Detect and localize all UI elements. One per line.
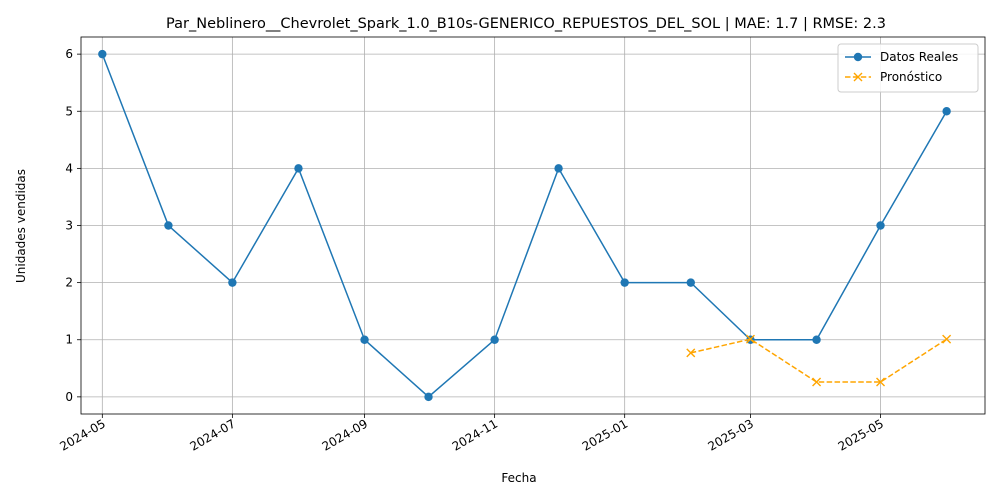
y-tick-label: 1 (65, 333, 73, 347)
y-tick-label: 5 (65, 104, 73, 118)
legend-item: Pronóstico (845, 70, 942, 84)
data-point (812, 377, 822, 387)
legend-marker (853, 52, 863, 62)
x-tick-label: 2024-07 (187, 416, 237, 453)
x-tick-label: 2024-09 (320, 416, 370, 453)
series-line (101, 53, 948, 398)
y-axis-label: Unidades vendidas (14, 169, 28, 283)
x-tick-label: 2025-01 (580, 416, 630, 453)
data-point (876, 221, 885, 230)
data-point (686, 278, 695, 287)
legend-label: Pronóstico (880, 70, 942, 84)
data-point (554, 164, 563, 173)
y-tick-label: 6 (65, 47, 73, 61)
x-tick-label: 2024-11 (450, 416, 500, 453)
chart-title: Par_Neblinero__Chevrolet_Spark_1.0_B10s-… (166, 16, 886, 32)
grid (81, 37, 985, 414)
legend-label: Datos Reales (880, 50, 958, 64)
legend-marker (853, 72, 863, 82)
data-point (812, 335, 821, 344)
series-0 (98, 49, 951, 402)
legend: Datos Reales Pronóstico (837, 43, 979, 93)
series-layer (98, 49, 952, 402)
data-point (876, 377, 886, 387)
data-point (164, 221, 173, 230)
x-tick-label: 2025-03 (706, 416, 756, 453)
y-tick-label: 4 (65, 161, 73, 175)
data-point (942, 107, 951, 116)
x-tick-label: 2025-05 (836, 416, 886, 453)
data-point (490, 335, 499, 344)
x-axis-label: Fecha (501, 471, 536, 485)
y-axis: 0 1 2 3 4 5 6 (65, 47, 81, 404)
y-tick-label: 3 (65, 219, 73, 233)
legend-item: Datos Reales (845, 50, 958, 64)
data-point (294, 164, 303, 173)
x-tick-label: 2024-05 (57, 416, 107, 453)
data-point (360, 335, 369, 344)
x-axis: 2024-05 2024-07 2024-09 2024-11 2025-01 2025-… (57, 414, 886, 454)
data-point (620, 278, 629, 287)
series-line (690, 338, 948, 383)
data-point (424, 392, 433, 402)
y-tick-label: 0 (65, 390, 73, 404)
data-point (686, 348, 696, 358)
data-point (98, 49, 107, 59)
data-point (942, 334, 952, 344)
data-point (228, 278, 237, 287)
data-point (745, 334, 755, 344)
series-1 (686, 334, 952, 387)
legend-frame (837, 43, 979, 93)
y-tick-label: 2 (65, 276, 73, 290)
